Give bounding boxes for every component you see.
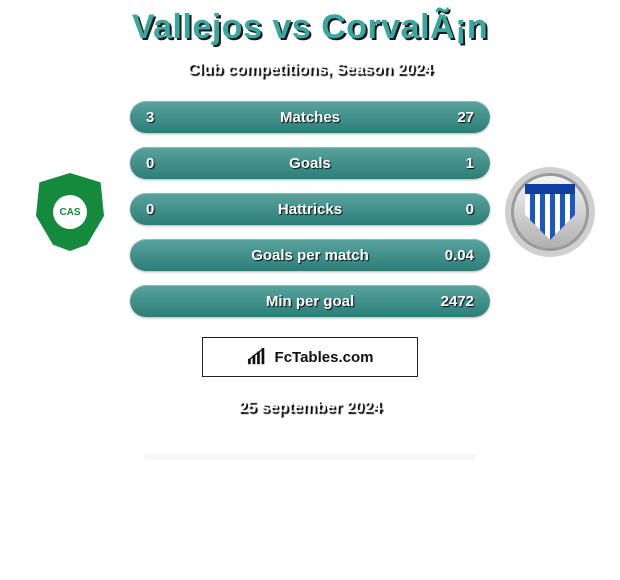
left-crest-text: CAS	[59, 207, 80, 218]
right-team-crest	[505, 167, 595, 257]
stat-row-matches: 3 Matches 27	[130, 101, 490, 133]
stat-row-goals: 0 Goals 1	[130, 147, 490, 179]
stat-label: Goals per match	[130, 247, 490, 264]
stat-label: Hattricks	[130, 201, 490, 218]
date-label: 25 september 2024	[0, 399, 620, 417]
stat-right-value: 2472	[441, 293, 474, 310]
decorative-strip	[144, 454, 476, 460]
stat-row-min-per-goal: Min per goal 2472	[130, 285, 490, 317]
stat-label: Matches	[130, 109, 490, 126]
stat-right-value: 0	[466, 201, 474, 218]
shield-icon	[525, 184, 575, 240]
page-title: Vallejos vs CorvalÃ¡n	[0, 8, 620, 47]
page-subtitle: Club competitions, Season 2024	[0, 61, 620, 79]
stat-row-goals-per-match: Goals per match 0.04	[130, 239, 490, 271]
stat-rows: 3 Matches 27 0 Goals 1 0 Hattricks 0 Goa…	[130, 101, 490, 317]
stat-row-hattricks: 0 Hattricks 0	[130, 193, 490, 225]
badge-ring-icon	[511, 173, 589, 251]
shield-icon: CAS	[36, 173, 104, 251]
comparison-area: CAS 3 Matches 27 0 Goals 1 0 Hattricks 0…	[0, 107, 620, 417]
stat-right-value: 1	[466, 155, 474, 172]
right-player-ellipse	[507, 107, 612, 135]
stat-right-value: 0.04	[445, 247, 474, 264]
bar-chart-icon	[247, 348, 269, 366]
stat-label: Goals	[130, 155, 490, 172]
attribution-text: FcTables.com	[275, 349, 374, 366]
header: Vallejos vs CorvalÃ¡n Club competitions,…	[0, 0, 620, 79]
left-team-crest: CAS	[25, 167, 115, 257]
left-player-ellipse	[8, 107, 113, 135]
stat-right-value: 27	[457, 109, 474, 126]
attribution-box[interactable]: FcTables.com	[202, 337, 418, 377]
stat-label: Min per goal	[130, 293, 490, 310]
